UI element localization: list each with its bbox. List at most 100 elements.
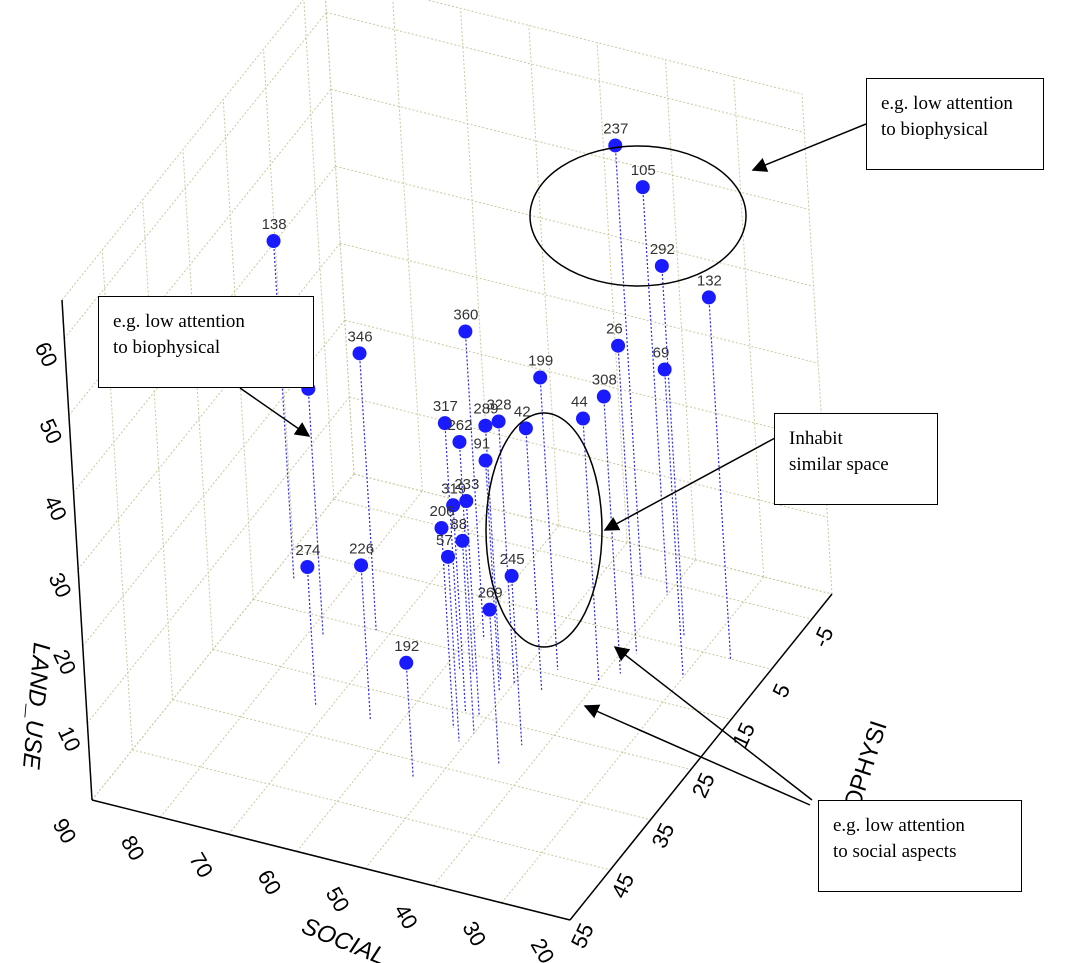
point-label: 317 (433, 398, 458, 415)
point-label: 274 (295, 542, 320, 559)
drop-line (447, 556, 460, 742)
data-point (354, 558, 369, 573)
grid-line-19 (182, 149, 214, 650)
x-tick-label: 50 (321, 883, 355, 917)
drop-line (484, 460, 500, 692)
data-point (611, 338, 626, 353)
point-label: 292 (650, 241, 675, 258)
y-tick-label: 45 (606, 869, 639, 902)
y-tick-label: 25 (687, 769, 720, 802)
cluster-ellipse-middle (485, 412, 603, 648)
data-point (635, 180, 650, 195)
point-label: 308 (592, 372, 617, 389)
grid-line-33 (392, 0, 423, 492)
data-point (657, 362, 672, 377)
data-point (437, 416, 452, 431)
drop-line (511, 575, 523, 746)
y-tick-label: 55 (566, 919, 599, 952)
grid-line-39 (801, 93, 833, 595)
x-tick-label: 80 (116, 831, 150, 865)
grid-line-21 (263, 49, 295, 550)
point-label: 226 (349, 540, 374, 557)
grid-line-36 (596, 42, 628, 543)
drop-line (525, 428, 543, 690)
grid-line-32 (325, 0, 355, 475)
grid-line-25 (86, 396, 350, 724)
tick-labels: 9080706050403020-55152535455510203040506… (30, 338, 839, 963)
data-point (434, 521, 449, 536)
annotation-middle: Inhabit similar space (774, 413, 938, 505)
grid-line-31 (61, 0, 304, 301)
point-label: 42 (514, 403, 531, 420)
point-label: 69 (653, 344, 670, 361)
point-label: 105 (631, 162, 656, 179)
grid-line-46 (326, 11, 805, 133)
x-tick-label: 90 (48, 814, 82, 848)
x-tick-label: 20 (526, 934, 560, 963)
drop-line (603, 396, 622, 674)
annotation-left: e.g. low attention to biophysical (98, 296, 314, 388)
drop-line (458, 441, 474, 673)
point-label: 289 (473, 401, 498, 418)
grid-line-24 (91, 473, 355, 801)
drop-line (661, 265, 685, 636)
drop-line (461, 540, 475, 734)
data-point (596, 389, 611, 404)
data-point (458, 324, 473, 339)
point-label: 57 (436, 532, 453, 549)
data-point (478, 453, 493, 468)
point-label: 328 (487, 396, 512, 413)
grid-line-30 (63, 12, 327, 339)
grid-line-6 (501, 576, 765, 904)
y-tick-label: -5 (808, 623, 839, 651)
drop-line (617, 345, 638, 654)
data-point (300, 560, 315, 575)
data-point (452, 434, 467, 449)
annotation-bottom-right: e.g. low attention to social aspects (818, 800, 1022, 892)
data-point (399, 655, 414, 670)
point-label: 245 (500, 551, 525, 568)
data-point (446, 498, 461, 513)
x-axis-line (91, 799, 571, 921)
y-tick-label: 5 (767, 680, 795, 702)
drop-line (539, 377, 559, 670)
drop-line (642, 187, 668, 595)
point-label: 346 (348, 328, 373, 345)
drop-line (444, 423, 461, 670)
arrow-social-1 (613, 646, 813, 801)
axes (61, 299, 833, 921)
point-label: 199 (528, 352, 553, 369)
data-point (654, 258, 669, 273)
grid-line-3 (296, 525, 560, 852)
grid-line-44 (335, 165, 814, 287)
grid-line-43 (340, 242, 819, 364)
data-point (608, 138, 623, 153)
drop-line (614, 145, 642, 577)
point-label: 233 (454, 476, 479, 493)
z-axis-title: LAND_USE (17, 641, 55, 771)
point-label: 192 (394, 638, 419, 655)
x-axis-title: SOCIAL (298, 913, 390, 963)
grid-line-38 (733, 76, 765, 577)
point-label: 26 (606, 321, 623, 338)
drop-line (272, 240, 295, 580)
arrow-middle (603, 437, 776, 531)
data-point (459, 494, 474, 509)
grid-line-34 (460, 8, 492, 509)
grid-line-4 (364, 542, 628, 869)
drop-line (306, 566, 317, 706)
drop-line (708, 297, 732, 659)
x-tick-label: 40 (389, 900, 423, 934)
y-tick-label: 35 (646, 819, 679, 852)
data-point (455, 533, 470, 548)
annotation-shapes (485, 145, 747, 648)
drop-line (307, 388, 324, 636)
x-tick-label: 30 (457, 917, 491, 951)
grid-line-22 (303, 0, 335, 500)
grid-line-45 (330, 88, 810, 210)
drop-line (488, 609, 500, 764)
point-label: 88 (450, 516, 467, 533)
drop-line (452, 505, 467, 714)
data-point (575, 411, 590, 426)
